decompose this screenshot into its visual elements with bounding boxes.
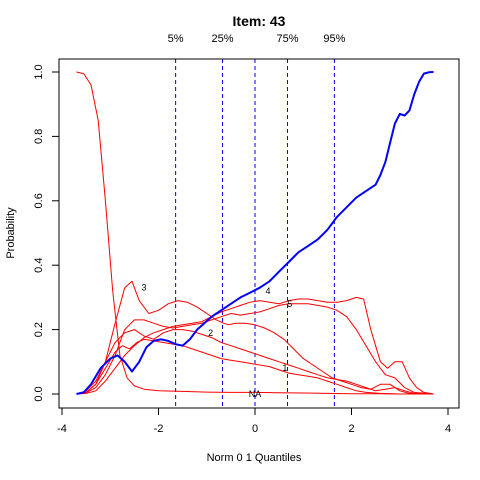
chart-title: Item: 43: [233, 13, 286, 29]
category-label: 2: [208, 328, 213, 338]
quantile-lines: [175, 59, 335, 408]
category-label: 4: [266, 286, 271, 296]
category-line: [76, 296, 434, 395]
category-label: NA: [249, 389, 262, 399]
y-tick-label: 0.2: [33, 322, 45, 337]
category-label: 3: [142, 283, 147, 293]
category-line: [76, 338, 434, 395]
item-curve-line: [76, 71, 434, 395]
y-tick-label: 1.0: [33, 64, 45, 79]
category-line: [76, 329, 434, 395]
y-tick-label: 0.8: [33, 129, 45, 144]
x-tick-label: 2: [348, 423, 354, 435]
series-labels: NA 1 2 3 4 5: [142, 283, 293, 399]
category-line: [76, 280, 434, 395]
quantile-label: 75%: [277, 33, 299, 45]
y-tick-label: 0.4: [33, 258, 45, 273]
y-tick-label: 0.0: [33, 386, 45, 401]
y-axis: 0.0 0.2 0.4 0.6 0.8 1.0: [33, 64, 60, 402]
category-label: 5: [287, 299, 292, 309]
series-lines: [76, 71, 434, 395]
x-tick-label: 4: [445, 423, 451, 435]
quantile-label: 25%: [211, 33, 233, 45]
x-tick-label: 0: [252, 423, 258, 435]
quantile-label: 95%: [323, 33, 345, 45]
category-label: 1: [282, 363, 287, 373]
x-axis: -4 -2 0 2 4: [57, 407, 451, 435]
category-line: [76, 71, 434, 395]
x-axis-label: Norm 0 1 Quantiles: [207, 452, 302, 464]
y-tick-label: 0.6: [33, 193, 45, 208]
y-axis-label: Probability: [5, 207, 17, 259]
x-tick-label: -4: [57, 423, 67, 435]
category-line: [76, 303, 434, 395]
x-tick-label: -2: [154, 423, 164, 435]
quantile-labels: 5% 25% 75% 95%: [168, 33, 346, 45]
quantile-label: 5%: [168, 33, 184, 45]
